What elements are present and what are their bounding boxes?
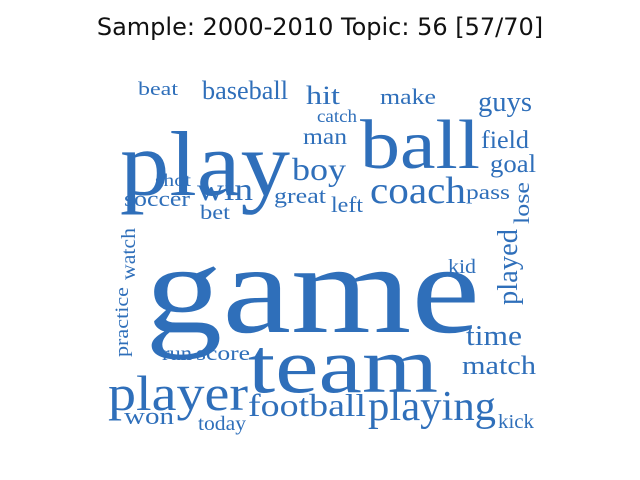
cloud-word-score: score [196,341,250,365]
cloud-word-playing: playing [368,384,496,430]
cloud-word-soccer: soccer [124,186,191,211]
cloud-word-game: game [145,218,480,360]
cloud-word-boy: boy [292,151,346,187]
cloud-word-hit: hit [306,81,341,110]
cloud-word-left: left [331,192,363,217]
cloud-word-great: great [274,183,326,208]
cloud-word-baseball: baseball [202,76,288,105]
cloud-word-lose: lose [509,182,534,224]
cloud-word-today: today [198,413,246,435]
cloud-word-team: team [248,322,438,409]
cloud-word-match: match [462,351,536,380]
cloud-word-win: win [197,171,253,207]
cloud-word-pass: pass [466,180,510,204]
cloud-word-watch: watch [118,228,140,280]
cloud-word-coach: coach [370,170,466,212]
cloud-word-kid: kid [448,256,476,278]
cloud-word-beat: beat [138,79,179,100]
cloud-word-ball: ball [360,107,480,184]
cloud-word-won: won [124,404,174,430]
cloud-word-make: make [380,84,436,109]
cloud-word-goal: goal [490,151,536,178]
cloud-word-guys: guys [478,87,532,118]
cloud-word-practice: practice [112,287,133,357]
cloud-word-man: man [303,124,348,149]
cloud-word-time: time [466,321,522,352]
cloud-word-run: run [162,341,193,365]
cloud-word-player: player [108,365,248,421]
cloud-word-field: field [481,127,530,154]
cloud-word-football: football [248,387,366,423]
figure-title: Sample: 2000-2010 Topic: 56 [57/70] [96,13,544,41]
cloud-word-shot: shot [155,170,191,190]
cloud-word-kick: kick [498,411,534,433]
cloud-word-catch: catch [317,106,357,126]
cloud-word-bet: bet [200,202,231,224]
cloud-word-played: played [493,229,524,305]
cloud-word-play: play [120,113,290,215]
